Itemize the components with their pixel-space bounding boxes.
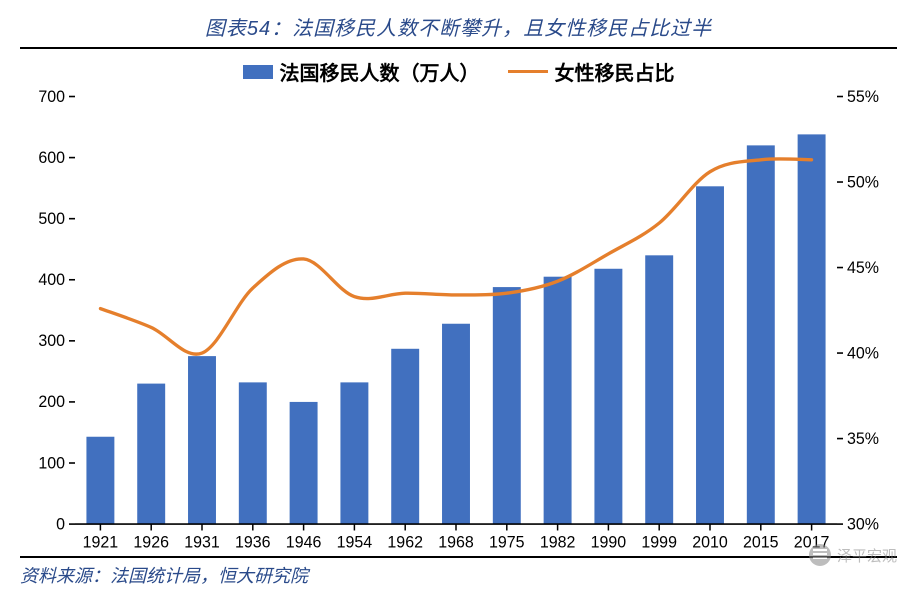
svg-text:1962: 1962	[387, 533, 423, 552]
svg-text:300: 300	[38, 332, 65, 351]
svg-text:100: 100	[38, 454, 65, 473]
chart-title: 图表54：法国移民人数不断攀升，且女性移民占比过半	[20, 8, 897, 49]
svg-text:45%: 45%	[847, 258, 879, 277]
svg-text:600: 600	[38, 148, 65, 167]
svg-text:1936: 1936	[235, 533, 271, 552]
chart-svg: 0 100 200 300 400 500 600 700 30% 35% 40% 45% 50% 55%…	[20, 88, 897, 556]
watermark: 泽平宏观	[809, 544, 897, 566]
svg-text:1921: 1921	[83, 533, 119, 552]
svg-text:400: 400	[38, 271, 65, 290]
svg-text:1954: 1954	[337, 533, 373, 552]
legend-item-line: 女性移民占比	[508, 57, 675, 86]
svg-text:2015: 2015	[743, 533, 779, 552]
svg-text:2010: 2010	[692, 533, 728, 552]
wechat-icon	[809, 544, 831, 566]
svg-text:35%: 35%	[847, 429, 879, 448]
svg-text:700: 700	[38, 88, 65, 106]
chart-container: 图表54：法国移民人数不断攀升，且女性移民占比过半 法国移民人数（万人） 女性移…	[0, 0, 917, 592]
legend-item-bars: 法国移民人数（万人）	[243, 57, 480, 86]
svg-text:1990: 1990	[591, 533, 627, 552]
source-line: 资料来源：法国统计局，恒大研究院	[20, 556, 897, 588]
svg-text:50%: 50%	[847, 173, 879, 192]
svg-text:1946: 1946	[286, 533, 322, 552]
svg-text:1982: 1982	[540, 533, 576, 552]
svg-text:1999: 1999	[641, 533, 677, 552]
legend-line-label: 女性移民占比	[555, 57, 675, 86]
svg-text:1931: 1931	[184, 533, 220, 552]
svg-text:1968: 1968	[438, 533, 474, 552]
legend-line-swatch	[508, 70, 548, 73]
svg-text:40%: 40%	[847, 344, 879, 363]
svg-text:200: 200	[38, 393, 65, 412]
legend-bar-label: 法国移民人数（万人）	[280, 57, 480, 86]
svg-text:55%: 55%	[847, 88, 879, 106]
svg-text:1975: 1975	[489, 533, 525, 552]
svg-text:1926: 1926	[133, 533, 169, 552]
chart-area: 0 100 200 300 400 500 600 700 30% 35% 40% 45% 50% 55%…	[20, 88, 897, 556]
svg-text:500: 500	[38, 210, 65, 229]
svg-text:0: 0	[56, 515, 65, 534]
watermark-text: 泽平宏观	[837, 545, 897, 566]
svg-text:30%: 30%	[847, 515, 879, 534]
legend-bar-swatch	[243, 65, 273, 79]
legend: 法国移民人数（万人） 女性移民占比	[20, 49, 897, 88]
